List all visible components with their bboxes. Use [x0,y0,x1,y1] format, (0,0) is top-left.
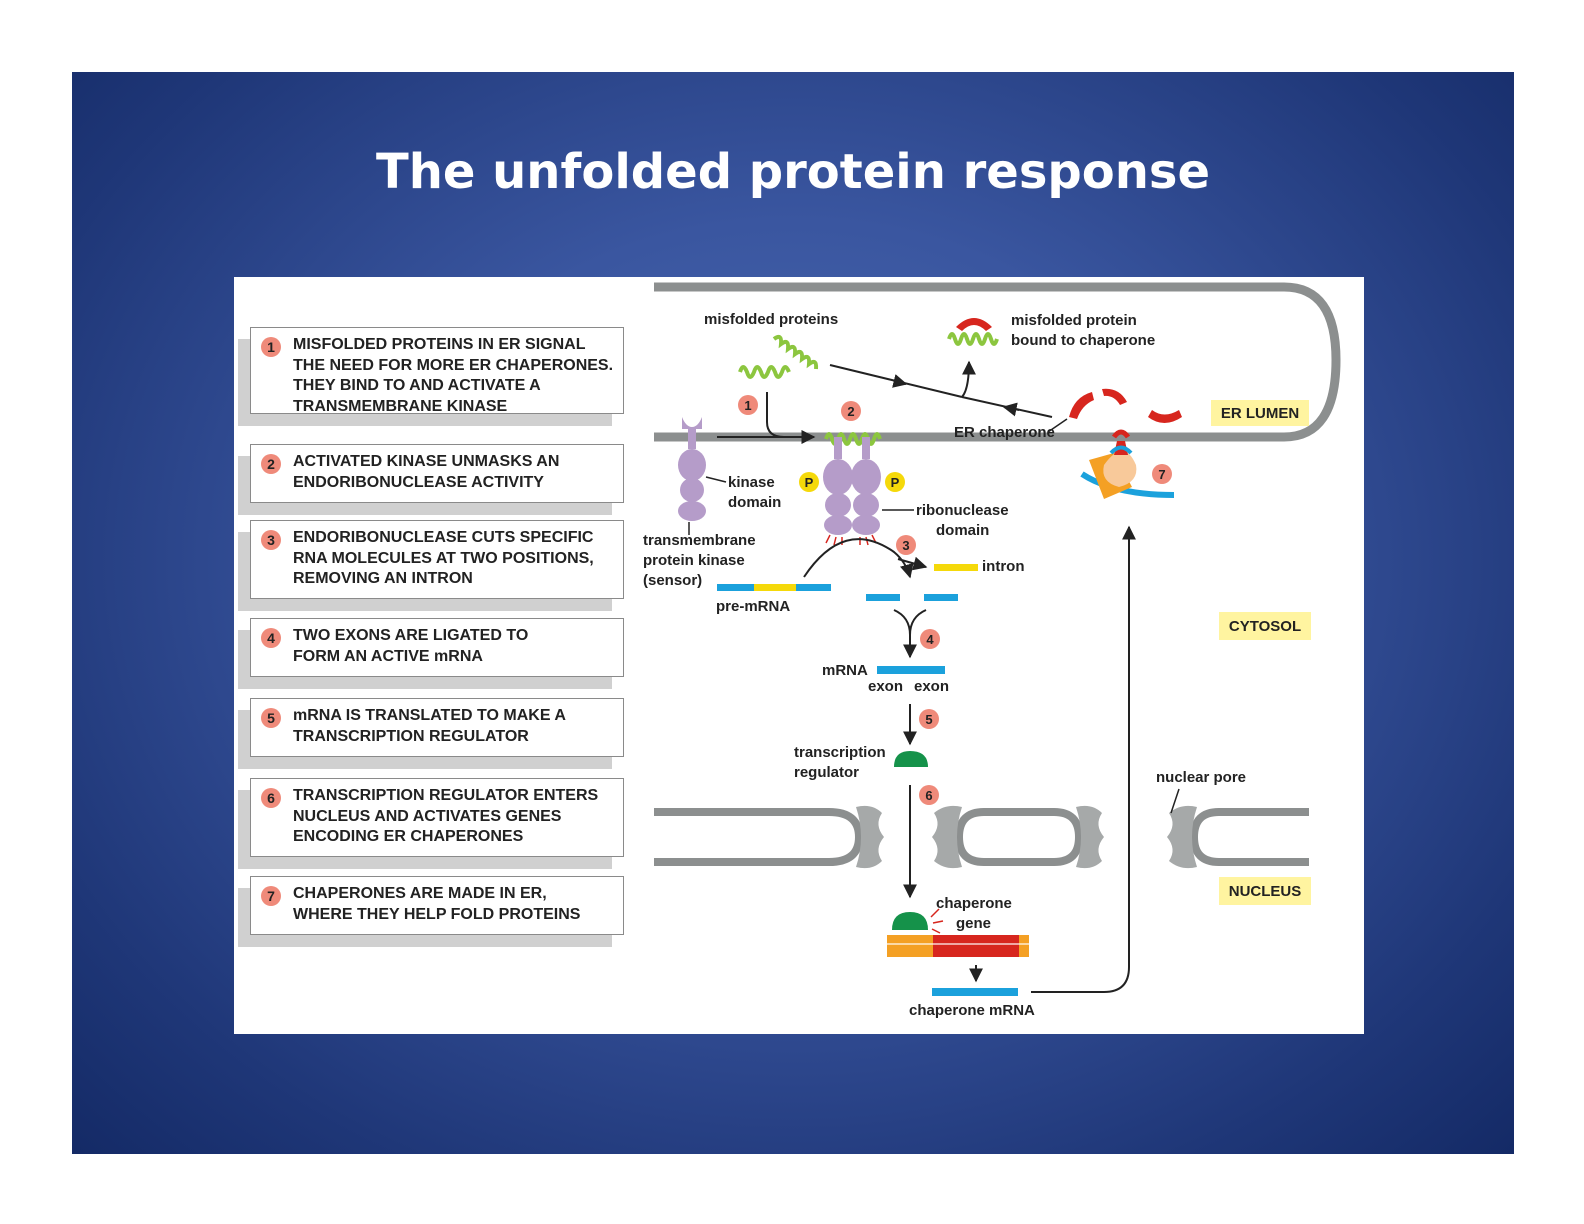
region-cytosol: CYTOSOL [1219,612,1311,640]
misfolded-protein-icon [738,365,791,379]
mature-mrna [877,666,945,674]
arrow-step-1 [766,392,816,444]
svg-text:ER chaperone: ER chaperone [954,424,1055,441]
nuclear-envelope [654,808,1309,866]
diagram-step-badge: 3 [896,535,916,555]
svg-text:nuclear pore: nuclear pore [1156,769,1246,786]
svg-text:protein kinase: protein kinase [643,552,745,569]
upr-diagram: ER LUMEN CYTOSOL NUCLEUS misfolded prote… [643,282,1341,1019]
step-number-badge: 5 [261,708,281,728]
er-chaperone-icon [1069,388,1182,423]
step-text: ACTIVATED KINASE UNMASKS AN ENDORIBONUCL… [293,453,560,491]
svg-text:3: 3 [902,538,909,553]
svg-text:misfolded proteins: misfolded proteins [704,311,838,328]
slide-background: The unfolded protein response 1 MISFOLDE… [72,72,1514,1154]
step-box-4: 4 TWO EXONS ARE LIGATED TO FORM AN ACTIV… [250,618,624,677]
region-er-lumen: ER LUMEN [1211,400,1309,426]
nuclear-pore-icon [856,805,1197,869]
svg-text:P: P [891,475,900,490]
step-box-2: 2 ACTIVATED KINASE UNMASKS AN ENDORIBONU… [250,444,624,503]
svg-text:regulator: regulator [794,764,859,781]
step-box-1: 1 MISFOLDED PROTEINS IN ER SIGNAL THE NE… [250,327,624,415]
step-number-badge: 3 [261,530,281,550]
step-number-badge: 4 [261,628,281,648]
diagram-step-badge: 6 [919,785,939,805]
figure-panel: 1 MISFOLDED PROTEINS IN ER SIGNAL THE NE… [234,277,1364,1034]
transcription-regulator-icon [894,751,928,767]
svg-text:(sensor): (sensor) [643,572,702,589]
ribosome-icon [1080,429,1175,499]
diagram-step-badge: 7 [1152,464,1172,484]
svg-text:exon: exon [914,678,949,695]
svg-text:6: 6 [925,788,932,803]
step-text: CHAPERONES ARE MADE IN ER, WHERE THEY HE… [293,885,581,923]
svg-text:pre-mRNA: pre-mRNA [716,598,790,615]
step-text: ENDORIBONUCLEASE CUTS SPECIFIC RNA MOLEC… [293,529,594,587]
chaperone-icon [956,318,992,331]
svg-text:ER LUMEN: ER LUMEN [1221,405,1299,422]
phosphate-icon: P [799,472,819,492]
svg-text:ribonuclease: ribonuclease [916,502,1009,519]
phosphate-icon: P [885,472,905,492]
transcription-regulator-icon [892,912,928,930]
diagram-step-badge: 4 [920,629,940,649]
svg-text:NUCLEUS: NUCLEUS [1229,883,1302,900]
diagram-step-badge: 2 [841,401,861,421]
activity-burst-icon [930,908,944,934]
step-number-badge: 2 [261,454,281,474]
er-membrane [654,282,1341,442]
step-number-badge: 6 [261,788,281,808]
bound-protein-icon [947,332,999,346]
step-box-3: 3 ENDORIBONUCLEASE CUTS SPECIFIC RNA MOL… [250,520,624,599]
svg-text:7: 7 [1158,467,1165,482]
diagram-step-badge: 1 [738,395,758,415]
exon-fragment [866,594,900,601]
arrow-step-3 [803,538,914,579]
exon-fragment [924,594,958,601]
region-nucleus: NUCLEUS [1219,877,1311,905]
svg-text:4: 4 [926,632,934,647]
chaperone-mrna [932,988,1018,996]
step-text: TWO EXONS ARE LIGATED TO FORM AN ACTIVE … [293,627,529,665]
svg-text:transcription: transcription [794,744,886,761]
svg-text:gene: gene [956,915,991,932]
arrow-to-er [1031,525,1136,993]
svg-text:kinase: kinase [728,474,775,491]
chaperone-gene [887,935,1029,957]
step-box-7: 7 CHAPERONES ARE MADE IN ER, WHERE THEY … [250,876,624,935]
svg-text:chaperone mRNA: chaperone mRNA [909,1002,1035,1019]
svg-text:5: 5 [925,712,932,727]
svg-text:mRNA: mRNA [822,662,868,679]
svg-text:transmembrane: transmembrane [643,532,756,549]
step-box-5: 5 mRNA IS TRANSLATED TO MAKE A TRANSCRIP… [250,698,624,757]
arrow-step-4 [893,609,927,636]
svg-text:misfolded protein: misfolded protein [1011,312,1137,329]
step-text: TRANSCRIPTION REGULATOR ENTERS NUCLEUS A… [293,787,599,845]
slide-title: The unfolded protein response [375,144,1211,200]
misfolded-protein-icon [772,334,819,370]
step-number-badge: 7 [261,886,281,906]
svg-text:exon: exon [868,678,903,695]
active-kinase-dimer-icon [823,437,881,535]
arrow-branch-up [961,360,976,398]
intron [934,564,978,571]
svg-text:intron: intron [982,558,1025,575]
svg-text:P: P [805,475,814,490]
pre-mrna [717,584,831,591]
inactive-kinase-icon [678,417,706,521]
step-text: MISFOLDED PROTEINS IN ER SIGNAL THE NEED… [293,336,614,415]
svg-text:2: 2 [847,404,854,419]
svg-text:domain: domain [936,522,989,539]
step-number-badge: 1 [261,337,281,357]
svg-text:domain: domain [728,494,781,511]
svg-text:bound to chaperone: bound to chaperone [1011,332,1155,349]
svg-text:CYTOSOL: CYTOSOL [1229,618,1301,635]
step-text: mRNA IS TRANSLATED TO MAKE A TRANSCRIPTI… [293,707,566,745]
svg-text:chaperone: chaperone [936,895,1012,912]
svg-text:1: 1 [744,398,751,413]
step-box-6: 6 TRANSCRIPTION REGULATOR ENTERS NUCLEUS… [250,778,624,857]
diagram-step-badge: 5 [919,709,939,729]
